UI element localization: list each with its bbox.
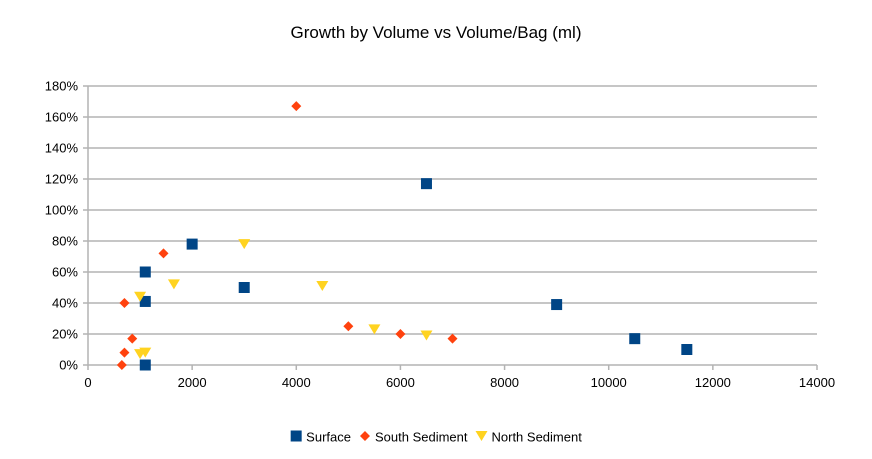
south-sediment-point: [119, 298, 130, 308]
south-sediment-point: [119, 347, 130, 358]
legend-north-sediment-marker: [475, 431, 488, 441]
x-tick-label: 8000: [490, 375, 519, 390]
y-tick-label: 40%: [52, 296, 78, 311]
y-tick-labels: 0% 20% 40% 60% 80% 100% 120% 140% 160% 180%: [45, 79, 79, 373]
surface-point: [139, 266, 151, 278]
surface-point: [629, 333, 641, 345]
y-tick-label: 120%: [45, 172, 79, 187]
north-sediment-point: [420, 330, 433, 341]
y-tick-label: 100%: [45, 203, 79, 218]
legend: Surface South Sediment North Sediment: [290, 430, 583, 445]
south-sediment-point: [395, 329, 406, 339]
grid: [88, 85, 817, 366]
legend-surface-marker: [290, 430, 302, 442]
x-tick-label: 0: [84, 375, 91, 390]
x-tick-labels: 0 2000 4000 6000 8000 10000 12000 14000: [84, 375, 835, 390]
south-sediment-point: [158, 248, 169, 259]
south-sediment-point: [116, 360, 127, 370]
surface-point: [420, 178, 432, 190]
surface-point: [238, 282, 250, 293]
north-sediment-point: [139, 347, 152, 358]
y-tick-label: 20%: [52, 327, 78, 342]
x-tick-label: 6000: [386, 375, 415, 390]
x-tick-label: 14000: [799, 375, 835, 390]
south-sediment-point: [447, 333, 458, 344]
south-sediment-point: [291, 101, 302, 112]
legend-surface-label: Surface: [306, 430, 351, 445]
surface-point: [551, 299, 563, 311]
legend-south-sediment-label: South Sediment: [375, 430, 468, 445]
y-tick-label: 180%: [45, 79, 79, 94]
surface-point: [186, 238, 198, 250]
x-tick-label: 4000: [282, 375, 311, 390]
legend-north-sediment-label: North Sediment: [492, 430, 583, 445]
y-tick-label: 80%: [52, 234, 78, 249]
north-sediment-point: [134, 291, 147, 302]
surface-point: [681, 344, 693, 355]
axes: [83, 85, 818, 370]
y-tick-label: 140%: [45, 141, 79, 156]
y-tick-label: 60%: [52, 265, 78, 280]
surface-point: [139, 295, 151, 307]
data-points: [116, 101, 693, 371]
north-sediment-point: [238, 239, 251, 250]
south-sediment-point: [343, 321, 354, 332]
x-tick-label: 10000: [591, 375, 627, 390]
legend-south-sediment-marker: [359, 431, 370, 441]
y-tick-label: 160%: [45, 110, 79, 125]
north-sediment-point: [167, 279, 180, 290]
chart-title: Growth by Volume vs Volume/Bag (ml): [290, 23, 581, 42]
x-tick-label: 12000: [695, 375, 731, 390]
north-sediment-point: [368, 324, 381, 335]
north-sediment-point: [316, 280, 329, 291]
south-sediment-point: [127, 333, 138, 344]
surface-point: [139, 359, 151, 371]
y-tick-label: 0%: [59, 358, 78, 373]
x-tick-label: 2000: [178, 375, 207, 390]
